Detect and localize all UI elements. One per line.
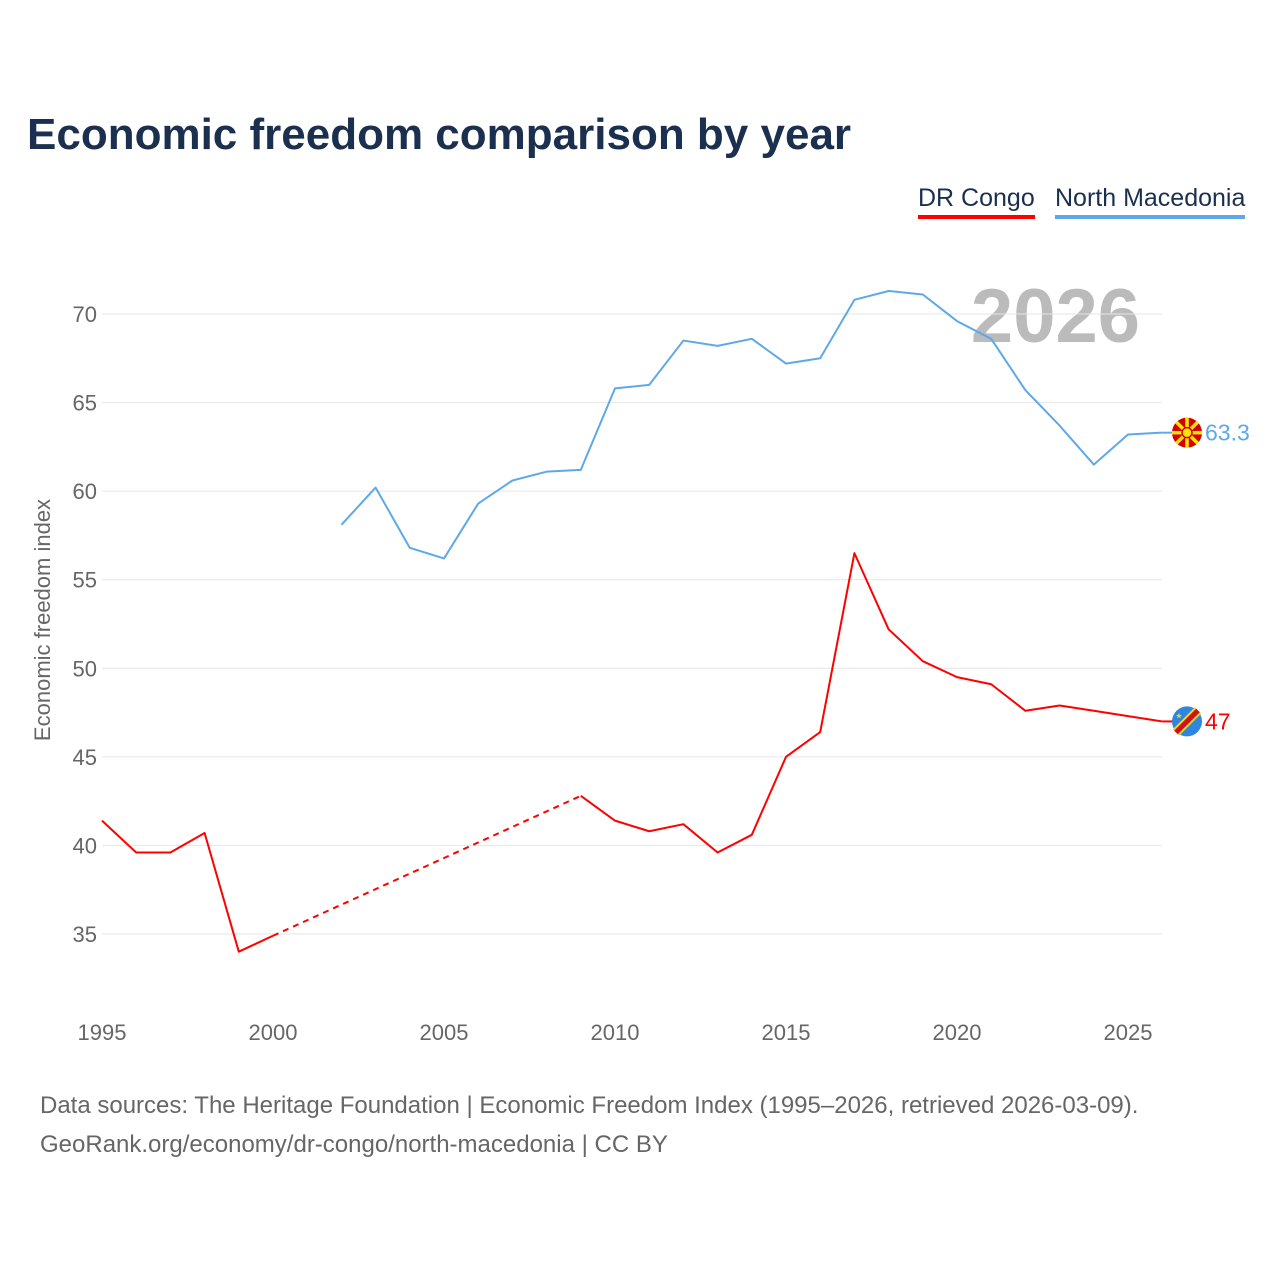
end-value-label-north-macedonia: 63.3 (1205, 420, 1250, 446)
year-watermark: 2026 (971, 274, 1140, 359)
y-tick-label: 35 (73, 922, 97, 947)
chart-title: Economic freedom comparison by year (27, 110, 852, 159)
y-tick-label: 60 (73, 479, 97, 504)
legend-dr-congo[interactable]: DR Congo (918, 184, 1035, 219)
x-tick-label: 2015 (762, 1020, 811, 1045)
y-axis-label: Economic freedom index (30, 499, 55, 741)
y-tick-label: 40 (73, 833, 97, 858)
x-tick-label: 2025 (1104, 1020, 1153, 1045)
dr-congo-flag-star: ★ (1175, 711, 1182, 720)
x-tick-label: 2020 (933, 1020, 982, 1045)
y-tick-label: 65 (73, 391, 97, 416)
series-line-dr-congo (580, 552, 1163, 854)
north-macedonia-flag-sun (1181, 426, 1193, 439)
y-tick-label: 55 (73, 568, 97, 593)
footer: Data sources: The Heritage Foundation | … (40, 1086, 1138, 1164)
end-value-label-dr-congo: 47 (1205, 708, 1231, 734)
y-tick-label: 45 (73, 745, 97, 770)
y-tick-label: 50 (73, 656, 97, 681)
source-url[interactable]: GeoRank.org/economy/dr-congo/north-maced… (40, 1131, 668, 1158)
x-tick-label: 2000 (249, 1020, 298, 1045)
x-tick-label: 2010 (591, 1020, 640, 1045)
dr-congo-flag-stripe-red (1174, 708, 1200, 735)
source-text: Data sources: The Heritage Foundation | … (40, 1092, 1139, 1119)
y-tick-label: 70 (73, 302, 97, 327)
legend-north-macedonia[interactable]: North Macedonia (1055, 184, 1246, 219)
x-tick-label: 2005 (420, 1020, 469, 1045)
series-line-dr-congo (101, 819, 274, 953)
series-gap-dr-congo (272, 794, 582, 937)
series-line-north-macedonia (340, 289, 1163, 560)
x-tick-label: 1995 (78, 1020, 127, 1045)
